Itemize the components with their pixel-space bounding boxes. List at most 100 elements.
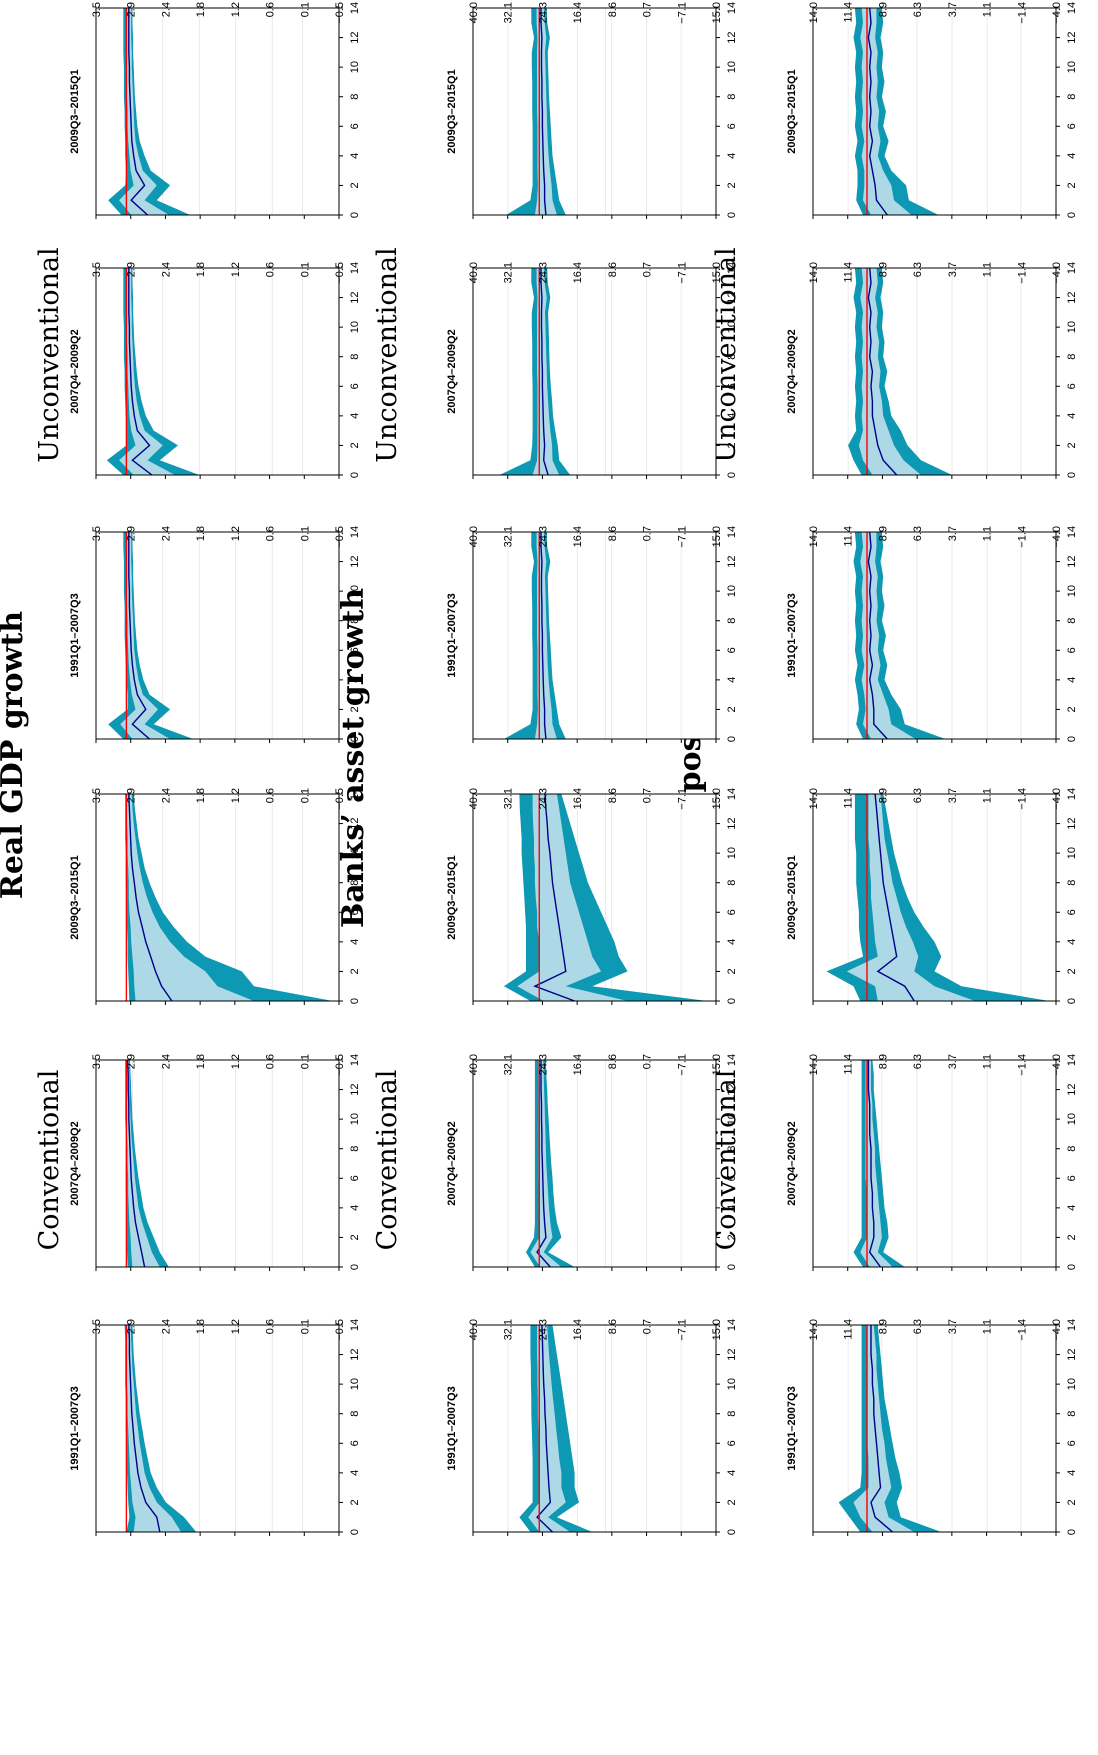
time-tick-label: 2: [349, 1234, 361, 1240]
time-tick-label: 12: [349, 817, 361, 829]
value-tick-label: 1.2: [230, 788, 242, 803]
panel-2: 3.5 2.9 2.4 1.8 1.2 0.6 0.1 −0.5 0 2 4 6 8 10 12 14 2007…: [69, 1054, 361, 1271]
panel-period-title: 2007Q4–2009Q2: [446, 329, 458, 413]
time-tick-label: 12: [726, 1348, 738, 1360]
time-tick-label: 0: [726, 998, 738, 1004]
value-tick-label: 0.7: [642, 262, 654, 277]
time-tick-label: 2: [726, 442, 738, 448]
time-tick-label: 14: [349, 526, 361, 538]
panel-period-title: 2007Q4–2009Q2: [69, 329, 81, 413]
value-tick-label: 8.6: [607, 2, 619, 17]
panel-6: 3.5 2.9 2.4 1.8 1.2 0.6 0.1 −0.5 0 2 4 6 8 10 12 14 2009…: [69, 2, 361, 219]
time-tick-label: 6: [349, 1175, 361, 1181]
time-tick-label: 8: [349, 1411, 361, 1417]
panel-frame: [812, 1059, 1057, 1268]
time-tick-label: 2: [1066, 442, 1078, 448]
value-tick-label: −0.5: [334, 1319, 346, 1341]
time-tick-label: 10: [349, 847, 361, 859]
time-tick-label: 2: [349, 182, 361, 188]
time-tick-label: 8: [349, 94, 361, 100]
value-tick-label: 1.8: [195, 1054, 207, 1069]
value-tick-label: 6.3: [912, 526, 924, 541]
time-tick-label: 4: [726, 153, 738, 159]
panel-period-title: 2009Q3–2015Q1: [69, 855, 81, 939]
value-tick-label: 1.1: [982, 1054, 994, 1069]
value-tick-label: 0.1: [299, 1319, 311, 1334]
median-line: [128, 1324, 161, 1533]
value-tick-label: 0.1: [299, 526, 311, 541]
median-line: [867, 267, 898, 476]
time-tick-label: 2: [1066, 1499, 1078, 1505]
time-tick-label: 6: [1066, 1175, 1078, 1181]
value-tick-label: −0.5: [334, 262, 346, 284]
value-tick-label: 8.6: [607, 1054, 619, 1069]
time-tick-label: 2: [726, 1234, 738, 1240]
median-line: [128, 8, 149, 216]
time-tick-label: 12: [349, 1348, 361, 1360]
time-tick-label: 4: [726, 1205, 738, 1211]
panel-frame: [812, 267, 1057, 476]
time-tick-label: 12: [1066, 555, 1078, 567]
value-tick-label: 0.7: [642, 526, 654, 541]
value-tick-label: −7.1: [676, 262, 688, 284]
value-tick-label: 11.4: [843, 2, 855, 23]
time-tick-label: 0: [349, 736, 361, 742]
time-tick-label: 8: [349, 1146, 361, 1152]
value-tick-label: 1.8: [195, 2, 207, 17]
value-tick-label: 0.7: [642, 2, 654, 17]
time-tick-label: 6: [1066, 1440, 1078, 1446]
value-tick-label: 40.0: [468, 1319, 480, 1340]
time-tick-label: 10: [726, 61, 738, 73]
median-line: [128, 268, 153, 476]
value-tick-label: 1.8: [195, 262, 207, 277]
value-tick-label: 40.0: [468, 788, 480, 809]
time-tick-label: 0: [1066, 736, 1078, 742]
time-tick-label: 10: [726, 847, 738, 859]
median-line: [874, 793, 915, 1002]
value-tick-label: 6.3: [912, 788, 924, 803]
time-tick-label: 14: [349, 1054, 361, 1066]
value-tick-label: 0.1: [299, 1054, 311, 1069]
time-tick-label: 8: [1066, 354, 1078, 360]
value-tick-label: 8.6: [607, 526, 619, 541]
value-tick-label: −7.1: [676, 1054, 688, 1076]
time-tick-label: 10: [349, 1113, 361, 1125]
panel-period-title: 2009Q3–2015Q1: [446, 855, 458, 939]
time-tick-label: 10: [1066, 1378, 1078, 1390]
value-tick-label: −1.4: [1016, 1319, 1028, 1341]
value-tick-label: 0.6: [265, 1054, 277, 1069]
value-tick-label: 32.1: [503, 2, 515, 23]
time-tick-label: 4: [726, 939, 738, 945]
time-tick-label: 10: [726, 585, 738, 597]
time-tick-label: 0: [726, 212, 738, 218]
value-tick-label: 2.9: [126, 1054, 138, 1069]
time-tick-label: 12: [349, 31, 361, 43]
time-tick-label: 10: [726, 1378, 738, 1390]
panel-background: [473, 1325, 716, 1532]
value-tick-label: 15.0: [711, 2, 723, 23]
panel-18: 14.0 11.4 8.9 6.3 3.7 1.1 −1.4 −4.0 0 2 4 6 8 10 12 14 2…: [786, 2, 1078, 219]
time-tick-label: 14: [349, 1319, 361, 1331]
value-tick-label: −1.4: [1016, 262, 1028, 284]
value-tick-label: 3.7: [947, 1319, 959, 1334]
value-tick-label: 3.7: [947, 2, 959, 17]
median-line: [128, 532, 150, 740]
value-tick-label: −0.5: [334, 788, 346, 810]
inner-band: [860, 8, 912, 215]
panel-frame: [95, 793, 340, 1002]
time-tick-label: 0: [726, 1529, 738, 1535]
time-tick-label: 4: [726, 413, 738, 419]
value-tick-label: −0.5: [334, 2, 346, 24]
row-title-1: Real GDP growth: [0, 611, 30, 899]
value-tick-label: 14.0: [808, 262, 820, 283]
time-tick-label: 8: [349, 618, 361, 624]
value-tick-label: 0.6: [265, 262, 277, 277]
time-tick-label: 14: [726, 2, 738, 14]
value-tick-label: 14.0: [808, 788, 820, 809]
time-tick-label: 0: [1066, 1529, 1078, 1535]
panel-14: 14.0 11.4 8.9 6.3 3.7 1.1 −1.4 −4.0 0 2 4 6 8 10 12 14 2…: [786, 1054, 1078, 1271]
value-tick-label: 15.0: [711, 1054, 723, 1075]
time-tick-label: 12: [349, 1083, 361, 1095]
panel-period-title: 2009Q3–2015Q1: [786, 69, 798, 153]
